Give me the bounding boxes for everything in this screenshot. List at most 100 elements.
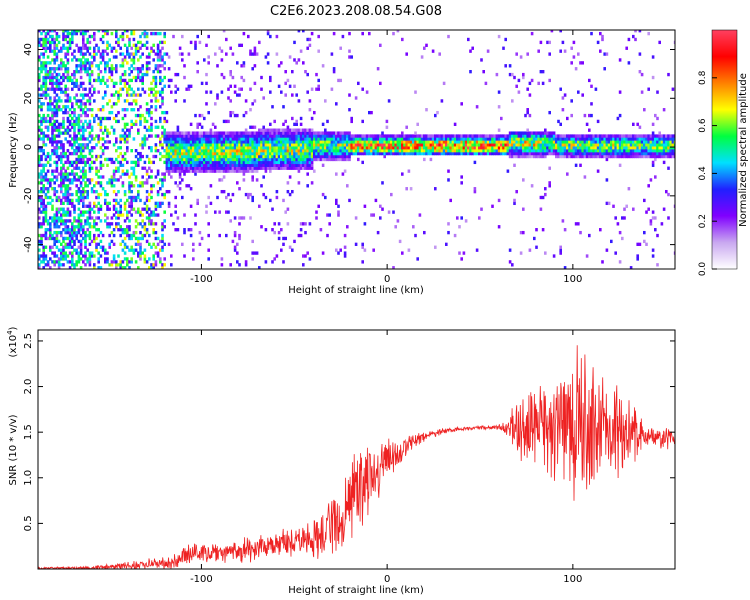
heatmap-cell (227, 87, 230, 91)
heatmap-cell (649, 151, 653, 156)
heatmap-cell (618, 113, 622, 118)
heatmap-cell (106, 131, 109, 135)
heatmap-cell (330, 131, 334, 135)
heatmap-cell (348, 93, 351, 97)
heatmap-cell (62, 166, 65, 170)
heatmap-cell (249, 157, 252, 162)
heatmap-cell (128, 67, 131, 71)
heatmap-cell (123, 134, 127, 138)
heatmap-cell (374, 146, 378, 150)
heatmap-cell (449, 151, 452, 156)
heatmap-cell (88, 233, 92, 238)
heatmap-cell (229, 131, 232, 135)
heatmap-cell (326, 137, 329, 141)
heatmap-cell (530, 146, 534, 150)
heatmap-cell (49, 75, 52, 80)
heatmap-cell (139, 69, 142, 74)
heatmap-cell (651, 55, 655, 59)
heatmap-cell (84, 154, 87, 159)
heatmap-cell (115, 137, 118, 141)
heatmap-cell (568, 149, 571, 153)
heatmap-cell (71, 78, 74, 83)
heatmap-cell (612, 140, 615, 144)
heatmap-cell (93, 90, 96, 94)
heatmap-cell (104, 201, 107, 206)
heatmap-cell (95, 43, 98, 47)
heatmap-cell (376, 146, 380, 150)
heatmap-cell (66, 40, 70, 45)
heatmap-cell (75, 151, 78, 156)
heatmap-cell (304, 160, 307, 165)
heatmap-cell (40, 239, 43, 244)
heatmap-cell (51, 72, 54, 77)
heatmap-cell (73, 228, 76, 232)
heatmap-cell (44, 61, 48, 65)
heatmap-cell (154, 52, 158, 56)
heatmap-cell (187, 137, 191, 141)
heatmap-cell (596, 149, 600, 153)
heatmap-cell (482, 134, 485, 138)
heatmap-cell (407, 140, 411, 144)
heatmap-cell (451, 149, 455, 153)
heatmap-cell (38, 40, 41, 45)
heatmap-cell (348, 151, 351, 156)
heatmap-cell (621, 146, 624, 150)
heatmap-cell (315, 157, 318, 162)
heatmap-cell (121, 260, 125, 264)
heatmap-cell (165, 169, 169, 173)
heatmap-cell (262, 154, 265, 159)
heatmap-cell (453, 137, 457, 141)
heatmap-cell (97, 116, 100, 121)
heatmap-cell (66, 131, 70, 135)
heatmap-cell (207, 134, 210, 138)
heatmap-cell (502, 143, 505, 147)
heatmap-cell (170, 263, 173, 267)
heatmap-cell (335, 248, 338, 252)
heatmap-cell (49, 69, 52, 74)
heatmap-cell (552, 149, 556, 153)
heatmap-cell (101, 75, 105, 80)
heatmap-cell (618, 149, 622, 153)
heatmap-cell (449, 137, 452, 141)
heatmap-cell (68, 172, 72, 176)
heatmap-cell (616, 146, 620, 150)
heatmap-cell (82, 254, 85, 258)
heatmap-cell (187, 163, 191, 167)
heatmap-cell (161, 178, 164, 182)
heatmap-cell (156, 46, 160, 50)
heatmap-cell (156, 31, 160, 36)
heatmap-cell (79, 245, 83, 249)
heatmap-cell (401, 149, 404, 153)
heatmap-cell (53, 67, 56, 71)
heatmap-cell (55, 154, 59, 159)
heatmap-cell (207, 222, 210, 226)
heatmap-cell (568, 140, 571, 144)
heatmap-cell (55, 236, 59, 241)
heatmap-cell (420, 134, 424, 138)
heatmap-cell (321, 146, 325, 150)
heatmap-cell (68, 266, 72, 269)
heatmap-cell (128, 228, 131, 232)
heatmap-cell (436, 143, 439, 147)
heatmap-cell (95, 52, 98, 56)
heatmap-cell (130, 201, 133, 206)
heatmap-cell (137, 210, 140, 214)
heatmap-cell (618, 137, 622, 141)
heatmap-cell (286, 163, 290, 167)
heatmap-cell (592, 154, 595, 159)
heatmap-cell (152, 43, 155, 47)
heatmap-cell (167, 146, 171, 150)
heatmap-cell (178, 140, 182, 144)
heatmap-cell (559, 248, 562, 252)
heatmap-cell (68, 37, 72, 42)
heatmap-cell (141, 213, 144, 217)
heatmap-cell (623, 216, 626, 220)
heatmap-cell (398, 137, 402, 141)
heatmap-cell (337, 78, 340, 83)
heatmap-cell (486, 143, 490, 147)
heatmap-cell (176, 140, 180, 144)
heatmap-cell (112, 143, 116, 147)
heatmap-cell (38, 163, 41, 167)
heatmap-cell (530, 137, 534, 141)
heatmap-cell (220, 263, 224, 267)
